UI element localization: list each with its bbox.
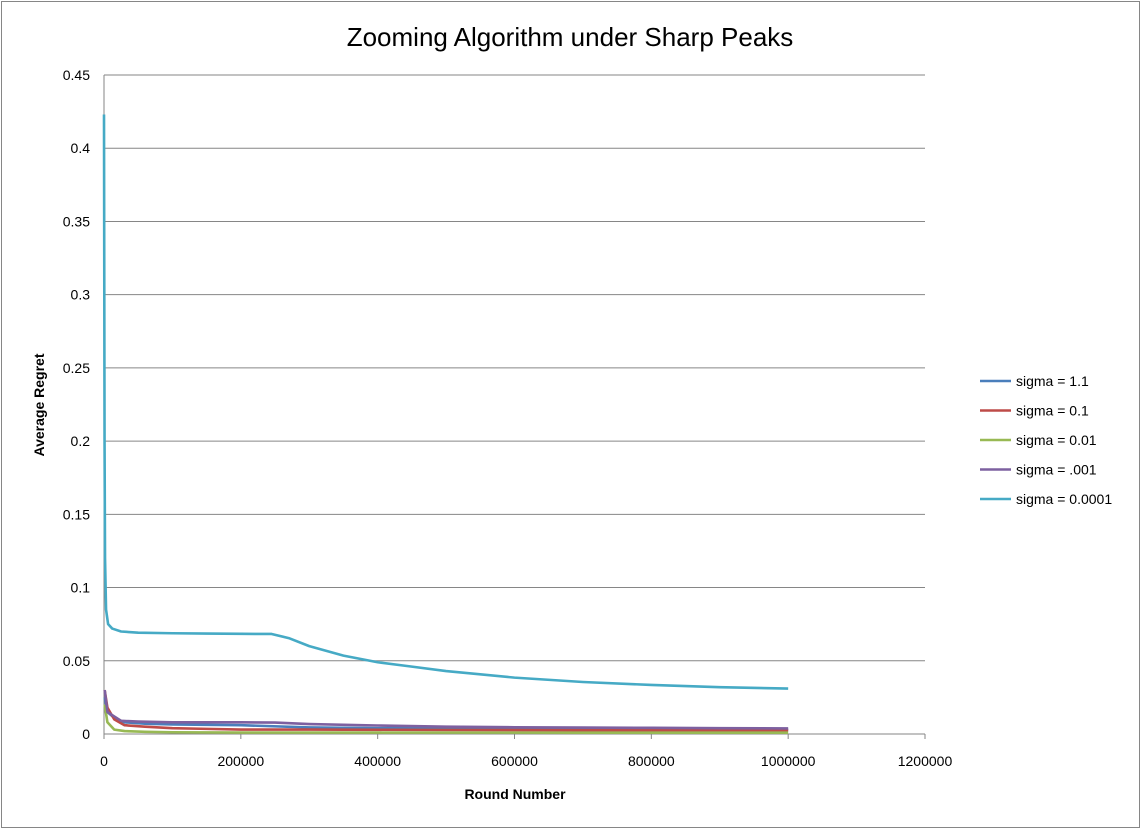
x-tick-label: 600000: [491, 753, 538, 769]
y-tick-label: 0.1: [71, 580, 91, 596]
x-tick-label: 1000000: [761, 753, 816, 769]
legend-label-3: sigma = 0.01: [1016, 432, 1097, 448]
x-tick-label: 400000: [354, 753, 401, 769]
x-tick-label: 1200000: [898, 753, 953, 769]
y-tick-label: 0.05: [63, 653, 90, 669]
legend: sigma = 1.1 sigma = 0.1 sigma = 0.01 sigma …: [980, 373, 1112, 507]
y-tick-label: 0.45: [63, 67, 90, 83]
series-line-4: [103, 689, 789, 730]
legend-label-2: sigma = 0.1: [1016, 403, 1089, 419]
x-axis-label: Round Number: [464, 786, 566, 802]
y-tick-label: 0.2: [71, 433, 91, 449]
legend-label-1: sigma = 1.1: [1016, 373, 1089, 389]
chart-title: Zooming Algorithm under Sharp Peaks: [347, 22, 794, 52]
x-tick-label: 0: [100, 753, 108, 769]
series-line-5: [102, 114, 789, 690]
series-line-1: [103, 697, 789, 731]
legend-label-4: sigma = .001: [1016, 462, 1097, 478]
y-tick-label: 0.4: [71, 140, 91, 156]
x-tick-label: 800000: [628, 753, 675, 769]
y-tick-label: 0.35: [63, 213, 90, 229]
series-lines: [102, 114, 789, 734]
y-axis-ticks: 0 0.05 0.1 0.15 0.2 0.25 0.3 0.35 0.4 0.45: [63, 67, 90, 742]
y-tick-label: 0.25: [63, 360, 90, 376]
x-axis-ticks: 0 200000 400000 600000 800000 1000000 1200000: [100, 734, 952, 769]
y-tick-label: 0.3: [71, 287, 91, 303]
y-tick-label: 0.15: [63, 506, 90, 522]
gridlines: [103, 74, 925, 735]
y-axis-label: Average Regret: [31, 353, 47, 456]
y-tick-label: 0: [82, 726, 90, 742]
series-line-2: [103, 689, 789, 732]
series-line-3: [103, 704, 789, 734]
x-tick-label: 200000: [217, 753, 264, 769]
legend-label-5: sigma = 0.0001: [1016, 491, 1112, 507]
